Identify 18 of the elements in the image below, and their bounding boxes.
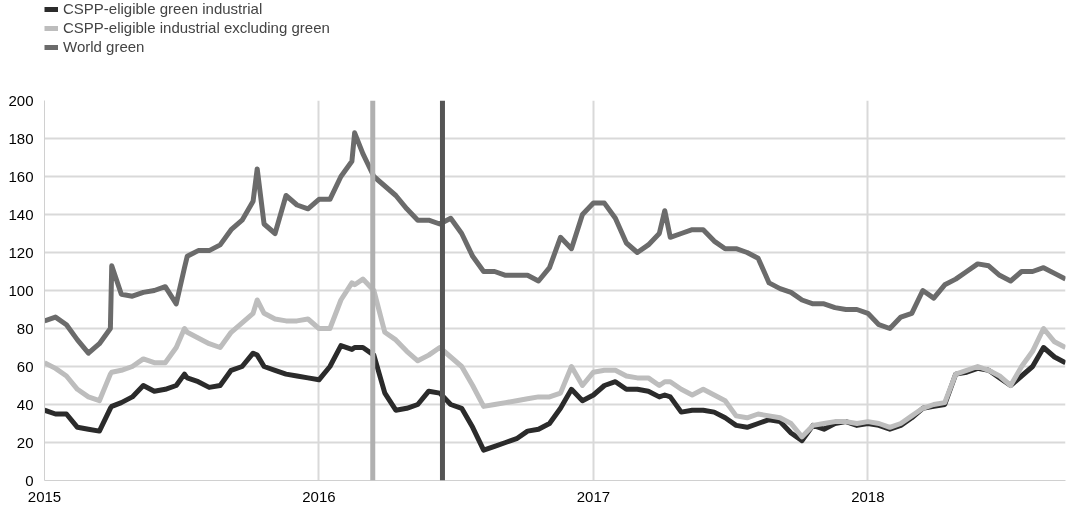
legend-label: CSPP-eligible industrial excluding green bbox=[63, 19, 330, 36]
y-tick-label: 180 bbox=[8, 129, 34, 147]
y-tick-label: 20 bbox=[16, 433, 34, 451]
x-tick-label: 2016 bbox=[302, 487, 336, 505]
y-tick-label: 40 bbox=[16, 395, 34, 413]
legend-label: CSPP-eligible green industrial bbox=[63, 0, 263, 17]
y-tick-label: 0 bbox=[25, 471, 34, 489]
y-tick-label: 60 bbox=[16, 357, 34, 375]
y-tick-label: 100 bbox=[8, 281, 34, 299]
x-tick-label: 2017 bbox=[576, 487, 611, 505]
y-tick-label: 140 bbox=[8, 205, 34, 223]
x-tick-label: 2018 bbox=[851, 487, 885, 505]
y-tick-label: 200 bbox=[8, 91, 34, 109]
x-tick-label: 2015 bbox=[27, 487, 62, 505]
y-tick-label: 120 bbox=[8, 243, 34, 261]
legend-label: World green bbox=[63, 38, 145, 55]
y-tick-label: 160 bbox=[8, 167, 34, 185]
y-tick-label: 80 bbox=[16, 319, 34, 337]
